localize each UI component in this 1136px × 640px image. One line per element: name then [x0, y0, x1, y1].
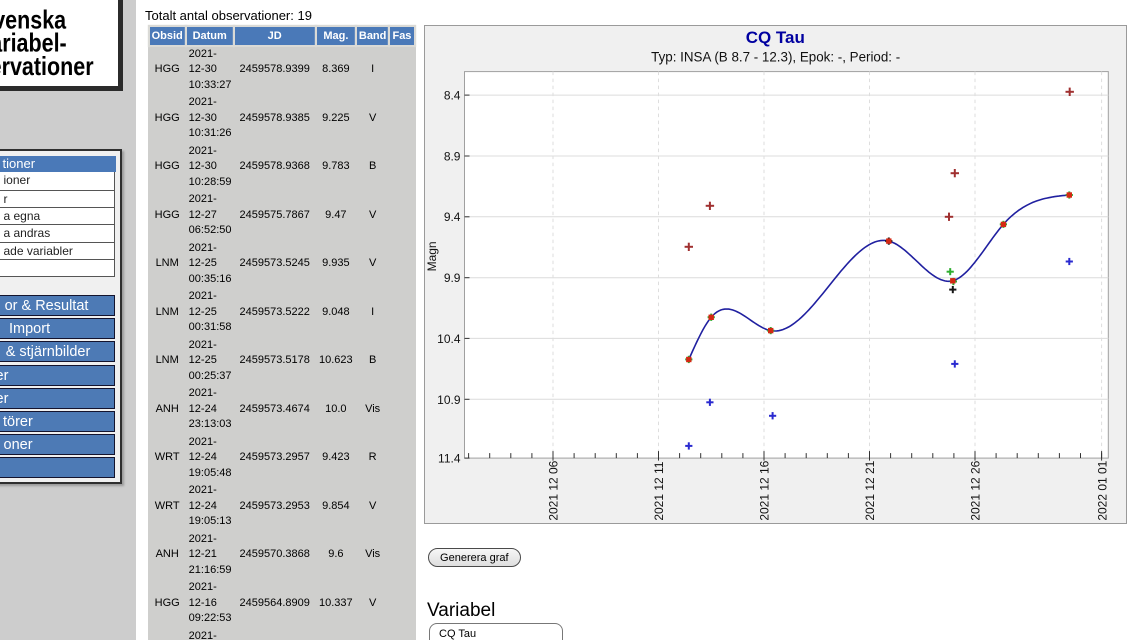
svg-text:10.4: 10.4: [437, 332, 461, 346]
svg-text:2021 12 16: 2021 12 16: [757, 460, 771, 520]
svg-text:2021 12 06: 2021 12 06: [546, 460, 560, 520]
svg-text:8.4: 8.4: [443, 88, 460, 102]
svg-text:2022 01 01: 2022 01 01: [1095, 460, 1109, 520]
svg-text:11.4: 11.4: [438, 451, 461, 465]
svg-text:Magn: Magn: [425, 241, 439, 271]
svg-text:9.4: 9.4: [443, 210, 460, 224]
svg-text:Typ: INSA (B 8.7 - 12.3), Epok: Typ: INSA (B 8.7 - 12.3), Epok: -, Perio…: [651, 49, 900, 64]
svg-text:8.9: 8.9: [443, 149, 460, 163]
svg-text:9.9: 9.9: [443, 271, 460, 285]
svg-text:CQ Tau: CQ Tau: [745, 28, 804, 47]
svg-text:2021 12 26: 2021 12 26: [968, 460, 982, 520]
svg-text:10.9: 10.9: [437, 393, 461, 407]
svg-text:2021 12 21: 2021 12 21: [863, 460, 877, 520]
svg-text:2021 12 11: 2021 12 11: [652, 461, 666, 520]
